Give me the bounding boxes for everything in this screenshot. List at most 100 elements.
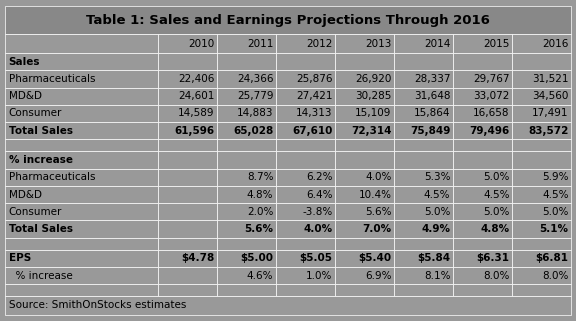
Bar: [394, 250, 453, 267]
Text: 8.1%: 8.1%: [424, 271, 450, 281]
Bar: [217, 250, 276, 267]
Bar: [453, 238, 513, 250]
Text: 14,883: 14,883: [237, 108, 273, 118]
Text: 2014: 2014: [424, 39, 450, 49]
Text: 28,337: 28,337: [414, 74, 450, 84]
Bar: [158, 284, 217, 296]
Text: 1.0%: 1.0%: [306, 271, 332, 281]
Text: 5.6%: 5.6%: [365, 207, 392, 217]
Text: 5.0%: 5.0%: [483, 207, 510, 217]
Text: % increase: % increase: [9, 155, 73, 165]
Bar: [394, 152, 453, 169]
Bar: [394, 169, 453, 186]
Text: 34,560: 34,560: [532, 91, 569, 101]
Bar: [513, 186, 571, 203]
Text: 30,285: 30,285: [355, 91, 392, 101]
Bar: [276, 70, 335, 88]
Text: 83,572: 83,572: [528, 126, 569, 136]
Bar: [335, 122, 394, 139]
Text: 5.0%: 5.0%: [483, 172, 510, 182]
Text: 24,366: 24,366: [237, 74, 273, 84]
Bar: [217, 267, 276, 284]
Bar: [276, 221, 335, 238]
Bar: [5, 6, 571, 34]
Text: 79,496: 79,496: [469, 126, 510, 136]
Bar: [276, 53, 335, 70]
Text: 22,406: 22,406: [178, 74, 214, 84]
Bar: [5, 186, 158, 203]
Text: MD&D: MD&D: [9, 91, 41, 101]
Bar: [453, 53, 513, 70]
Bar: [513, 203, 571, 221]
Text: 5.3%: 5.3%: [424, 172, 450, 182]
Bar: [394, 122, 453, 139]
Bar: [394, 238, 453, 250]
Bar: [217, 70, 276, 88]
Text: 5.0%: 5.0%: [424, 207, 450, 217]
Bar: [217, 169, 276, 186]
Text: 2013: 2013: [365, 39, 392, 49]
Bar: [394, 70, 453, 88]
Bar: [513, 139, 571, 152]
Text: 6.2%: 6.2%: [306, 172, 332, 182]
Bar: [394, 105, 453, 122]
Bar: [453, 250, 513, 267]
Text: 15,109: 15,109: [355, 108, 392, 118]
Bar: [276, 250, 335, 267]
Bar: [335, 139, 394, 152]
Text: -3.8%: -3.8%: [302, 207, 332, 217]
Bar: [513, 284, 571, 296]
Text: 2016: 2016: [542, 39, 569, 49]
Text: 14,313: 14,313: [296, 108, 332, 118]
Text: 4.5%: 4.5%: [483, 190, 510, 200]
Bar: [5, 88, 158, 105]
Text: 25,876: 25,876: [296, 74, 332, 84]
Bar: [276, 169, 335, 186]
Bar: [335, 221, 394, 238]
Bar: [217, 284, 276, 296]
Bar: [513, 53, 571, 70]
Text: $6.81: $6.81: [536, 253, 569, 264]
Text: 4.0%: 4.0%: [365, 172, 392, 182]
Bar: [158, 88, 217, 105]
Bar: [158, 105, 217, 122]
Bar: [217, 122, 276, 139]
Bar: [276, 88, 335, 105]
Text: 14,589: 14,589: [178, 108, 214, 118]
Text: 65,028: 65,028: [233, 126, 273, 136]
Bar: [513, 88, 571, 105]
Text: 2.0%: 2.0%: [247, 207, 273, 217]
Text: 6.9%: 6.9%: [365, 271, 392, 281]
Text: 7.0%: 7.0%: [362, 224, 392, 234]
Text: $5.00: $5.00: [240, 253, 273, 264]
Text: 61,596: 61,596: [174, 126, 214, 136]
Bar: [217, 186, 276, 203]
Bar: [335, 70, 394, 88]
Text: 27,421: 27,421: [296, 91, 332, 101]
Text: 75,849: 75,849: [410, 126, 450, 136]
Text: 10.4%: 10.4%: [358, 190, 392, 200]
Text: 2011: 2011: [247, 39, 273, 49]
Text: 4.8%: 4.8%: [480, 224, 510, 234]
Text: $4.78: $4.78: [181, 253, 214, 264]
Bar: [394, 139, 453, 152]
Bar: [335, 284, 394, 296]
Bar: [217, 238, 276, 250]
Bar: [276, 284, 335, 296]
Bar: [335, 238, 394, 250]
Text: 33,072: 33,072: [473, 91, 510, 101]
Text: Consumer: Consumer: [9, 207, 62, 217]
Bar: [217, 105, 276, 122]
Text: Table 1: Sales and Earnings Projections Through 2016: Table 1: Sales and Earnings Projections …: [86, 14, 490, 27]
Text: 2015: 2015: [483, 39, 510, 49]
Text: MD&D: MD&D: [9, 190, 41, 200]
Bar: [158, 186, 217, 203]
Bar: [394, 53, 453, 70]
Bar: [335, 186, 394, 203]
Bar: [5, 296, 571, 315]
Bar: [394, 221, 453, 238]
Bar: [5, 238, 158, 250]
Bar: [276, 238, 335, 250]
Text: $5.40: $5.40: [358, 253, 392, 264]
Bar: [158, 267, 217, 284]
